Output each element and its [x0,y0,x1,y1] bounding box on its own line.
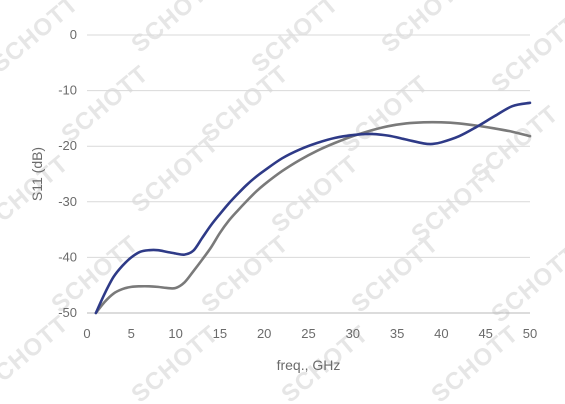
x-tick-label: 0 [83,326,90,341]
watermark-text: SCHOTT [486,240,565,328]
x-axis-ticks: 0 5 10 15 20 25 30 35 40 45 50 [83,326,537,341]
watermark-text: SCHOTT [336,70,434,158]
watermark-text: SCHOTT [196,230,294,318]
y-tick-label: -10 [58,83,77,98]
x-tick-label: 50 [523,326,537,341]
y-axis-label: S11 (dB) [29,147,45,201]
watermark-text: SCHOTT [246,0,344,78]
y-tick-label: -40 [58,249,77,264]
x-tick-label: 45 [478,326,492,341]
watermark-text: SCHOTT [266,150,364,238]
x-tick-label: 35 [390,326,404,341]
watermark-text: SCHOTT [196,60,294,148]
watermark-text: SCHOTT [346,230,444,318]
x-tick-label: 10 [168,326,182,341]
x-tick-label: 40 [434,326,448,341]
y-axis-ticks: 0 -10 -20 -30 -40 -50 [58,27,77,320]
series-line-blue [94,101,532,315]
watermark-text: SCHOTT [56,60,154,148]
x-tick-label: 25 [301,326,315,341]
y-tick-label: -50 [58,305,77,320]
x-tick-label: 30 [346,326,360,341]
x-tick-label: 20 [257,326,271,341]
series-line-gray [94,120,532,315]
y-tick-label: 0 [70,27,77,42]
watermark-text: SCHOTT [486,10,565,98]
series-layer [94,101,532,315]
x-tick-label: 5 [128,326,135,341]
x-tick-label: 15 [213,326,227,341]
watermark-text: SCHOTT [0,310,74,398]
watermark-text: SCHOTT [376,0,474,58]
x-axis-label: freq., GHz [277,357,341,373]
y-tick-label: -20 [58,138,77,153]
watermark-text: SCHOTT [126,130,224,218]
y-tick-label: -30 [58,194,77,209]
watermark-text: SCHOTT [126,0,224,58]
